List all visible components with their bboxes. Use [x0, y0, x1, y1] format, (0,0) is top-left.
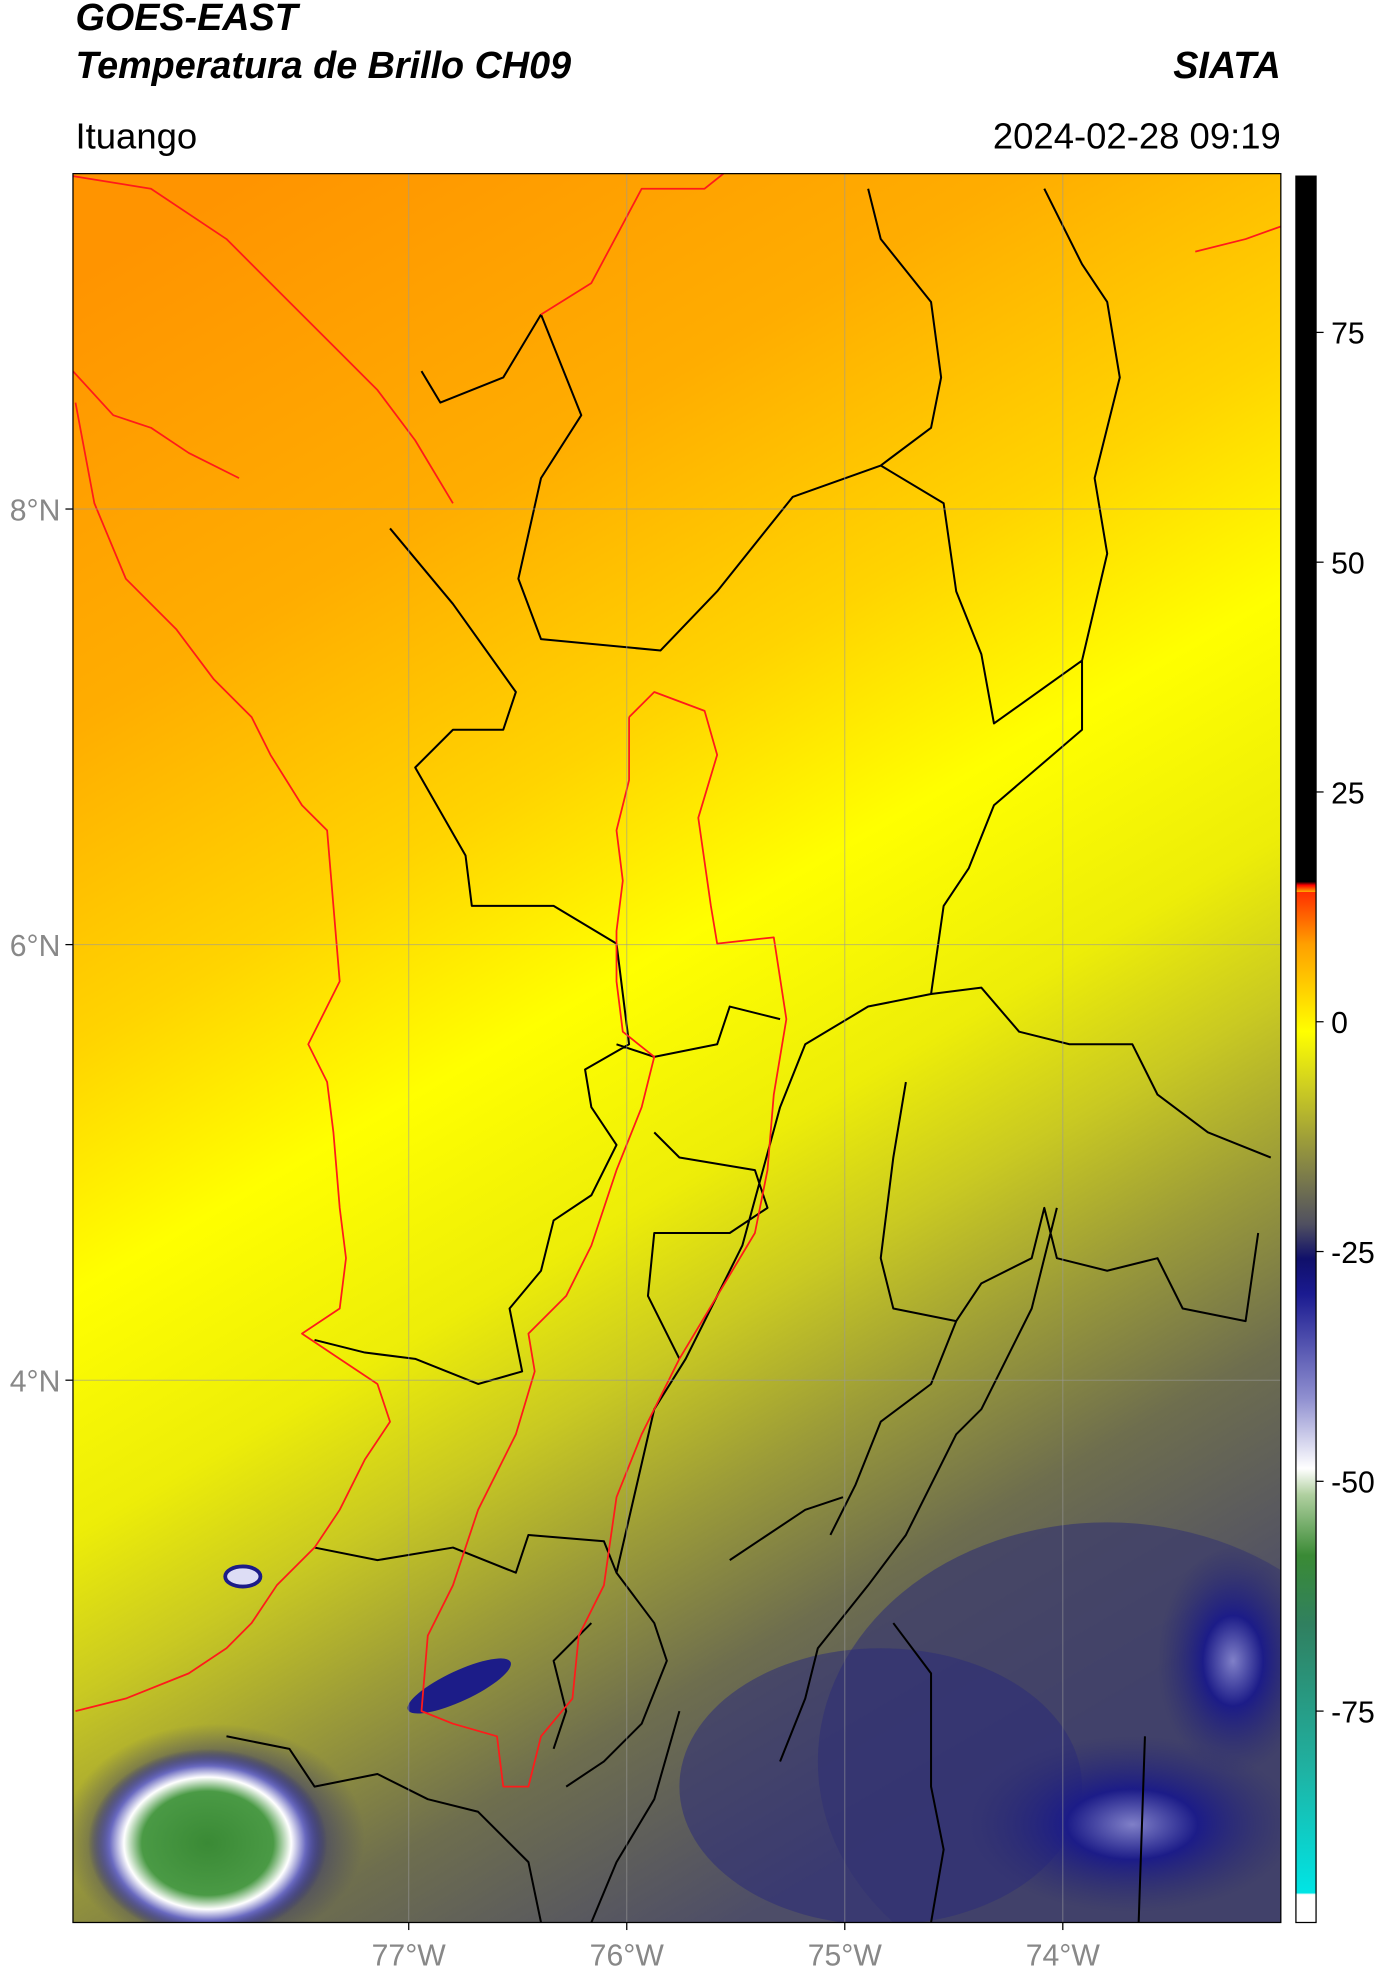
map-image [72, 173, 1281, 1923]
colorbar-tick-label: 25 [1331, 777, 1365, 810]
colorbar-tick-label: 75 [1331, 318, 1365, 351]
y-tick-label: 4°N [10, 1366, 61, 1399]
title: GOES-EAST [75, 0, 300, 38]
graticule [72, 173, 1281, 1923]
colorbar-tick-label: 50 [1331, 548, 1365, 581]
datetime: 2024-02-28 09:19 [993, 115, 1281, 156]
source: SIATA [1173, 44, 1281, 86]
colorbar-tick-label: -25 [1331, 1237, 1375, 1270]
colorbar-tick-label: -75 [1331, 1696, 1375, 1729]
y-tick-label: 6°N [10, 930, 61, 963]
colorbar-tick-label: 0 [1331, 1007, 1348, 1040]
colorbar [1295, 175, 1317, 1924]
subtitle: Temperatura de Brillo CH09 [75, 44, 571, 86]
region: Ituango [75, 115, 197, 156]
x-tick-label: 76°W [590, 1939, 665, 1972]
x-tick-label: 77°W [372, 1939, 447, 1972]
x-tick-label: 75°W [808, 1939, 883, 1972]
colorbar-tick-label: -50 [1331, 1467, 1375, 1500]
map-frame [72, 172, 1282, 1924]
x-tick-label: 74°W [1026, 1939, 1101, 1972]
y-tick-label: 8°N [10, 494, 61, 527]
